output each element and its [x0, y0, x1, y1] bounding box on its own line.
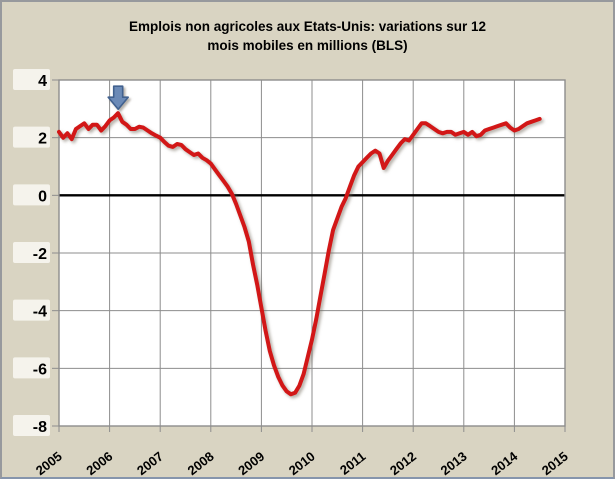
y-axis-label: -4	[33, 304, 47, 321]
y-axis-label-bg	[13, 415, 50, 436]
y-axis-label-bg	[13, 69, 50, 90]
y-axis-label-bg	[13, 242, 50, 263]
y-axis-label: 2	[38, 131, 47, 148]
x-axis-label: 2011	[337, 449, 368, 478]
x-axis-label: 2008	[185, 449, 217, 479]
chart-title: Emplois non agricoles aux Etats-Unis: va…	[98, 18, 518, 56]
y-axis-label: -6	[33, 361, 47, 378]
x-axis-label: 2009	[235, 449, 267, 479]
y-axis-label-bg	[13, 126, 50, 148]
y-axis-label: 0	[38, 188, 47, 205]
x-axis-label: 2007	[134, 449, 166, 479]
x-axis-label: 2010	[286, 449, 318, 479]
x-axis-label: 2012	[387, 449, 419, 479]
data-series-line	[57, 111, 542, 397]
down-arrow-icon	[107, 85, 129, 110]
x-axis-label: 2006	[83, 449, 115, 479]
y-axis-label: -8	[33, 419, 47, 436]
x-axis-label: 2013	[438, 449, 470, 479]
y-axis-label-bg	[13, 299, 50, 321]
y-axis-label: 4	[38, 73, 47, 90]
chart-title-line1: Emplois non agricoles aux Etats-Unis: va…	[128, 19, 487, 34]
plot-border	[58, 79, 566, 427]
y-axis-label: -2	[33, 246, 47, 263]
chart-title-line2: mois mobiles en millions (BLS)	[207, 37, 408, 53]
x-axis-label: 2014	[488, 448, 521, 478]
y-axis-label-bg	[13, 184, 50, 206]
y-axis-label-bg	[13, 357, 50, 379]
x-axis-label: 2015	[539, 449, 571, 479]
x-axis-label: 2005	[33, 449, 65, 479]
